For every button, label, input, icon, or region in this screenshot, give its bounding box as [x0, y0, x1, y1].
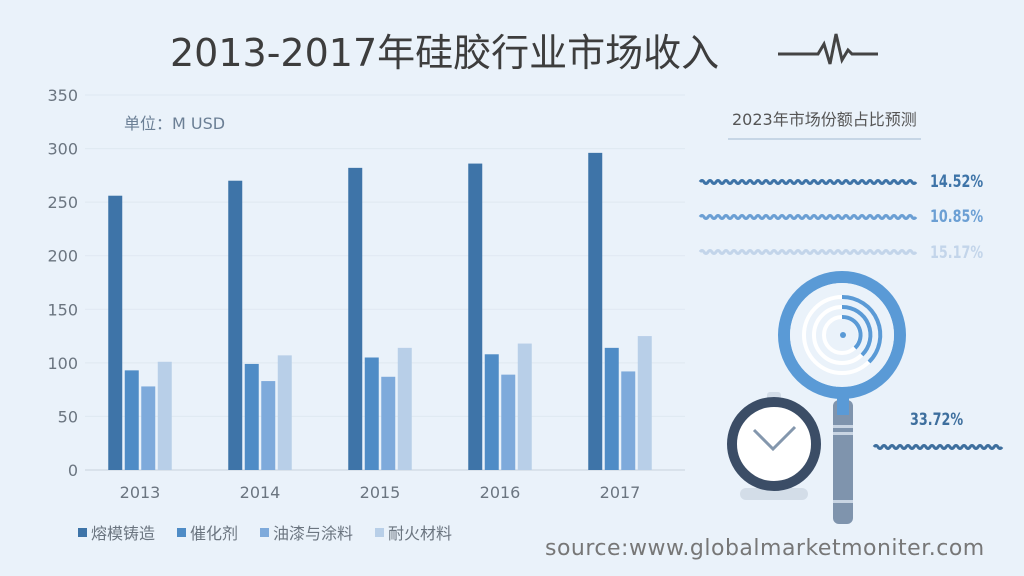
x-tick-label: 2017: [600, 483, 641, 502]
wave-line: [698, 249, 918, 255]
y-tick-label: 0: [68, 461, 78, 480]
y-tick-label: 350: [47, 86, 78, 105]
source-text: source:www.globalmarketmoniter.com: [545, 536, 985, 561]
x-tick-label: 2015: [360, 483, 401, 502]
bar-2015-3: [397, 347, 412, 470]
legend-item: 催化剂: [177, 520, 238, 544]
pulse-icon: [778, 33, 878, 65]
wave-line: [872, 444, 1004, 450]
x-tick-label: 2016: [480, 483, 521, 502]
y-tick-label: 100: [47, 354, 78, 373]
bar-2013-2: [141, 386, 156, 470]
bar-2017-3: [637, 336, 652, 470]
wave-line: [698, 214, 918, 220]
y-tick-label: 250: [47, 193, 78, 212]
side-title: 2023年市场份额占比预测: [728, 104, 921, 140]
legend-item: 熔模铸造: [78, 520, 155, 544]
legend-swatch: [375, 527, 385, 537]
bar-chart: 0 50 100 150 200 250 300 350 2013 2014 2015 2016 201…: [47, 86, 685, 502]
bar-2014-0: [228, 180, 243, 470]
bar-2013-3: [157, 361, 172, 470]
bar-2015-0: [348, 167, 363, 470]
bar-2016-0: [468, 163, 483, 471]
legend-item: 耐火材料: [375, 520, 452, 544]
bar-2015-2: [381, 376, 396, 470]
bar-2017-0: [588, 152, 603, 470]
bar-2014-1: [244, 363, 259, 470]
bar-2016-2: [501, 374, 516, 470]
bar-2014-2: [261, 381, 276, 470]
bar-2013-1: [124, 370, 139, 470]
wave-line: [698, 179, 918, 185]
unit-label: 单位：M USD: [124, 114, 226, 133]
bar-2017-2: [621, 371, 636, 470]
legend-swatch: [78, 527, 87, 537]
magnifier-icon: [778, 271, 906, 524]
bar-2014-3: [277, 355, 292, 470]
legend: 熔模铸造 催化剂 油漆与涂料 耐火材料: [78, 520, 452, 544]
bar-2016-3: [517, 343, 532, 470]
share-label: 33.72%: [910, 410, 964, 430]
bar-2013-0: [108, 195, 123, 470]
y-tick-label: 200: [47, 247, 78, 266]
legend-item: 油漆与涂料: [260, 520, 353, 544]
legend-swatch: [177, 527, 187, 537]
clock-icon: [727, 392, 821, 500]
chart-title: 2013-2017年硅胶行业市场收入: [170, 31, 720, 75]
bar-2016-1: [484, 354, 499, 470]
share-label: 14.52%: [930, 172, 984, 192]
share-label: 10.85%: [930, 207, 984, 227]
y-tick-label: 50: [58, 407, 78, 426]
bar-2015-1: [364, 357, 379, 470]
x-tick-label: 2013: [120, 483, 161, 502]
share-label: 15.17%: [930, 243, 984, 263]
legend-swatch: [260, 527, 270, 537]
y-tick-label: 300: [47, 140, 78, 159]
bar-2017-1: [604, 347, 619, 470]
y-tick-label: 150: [47, 300, 78, 319]
x-tick-label: 2014: [240, 483, 281, 502]
